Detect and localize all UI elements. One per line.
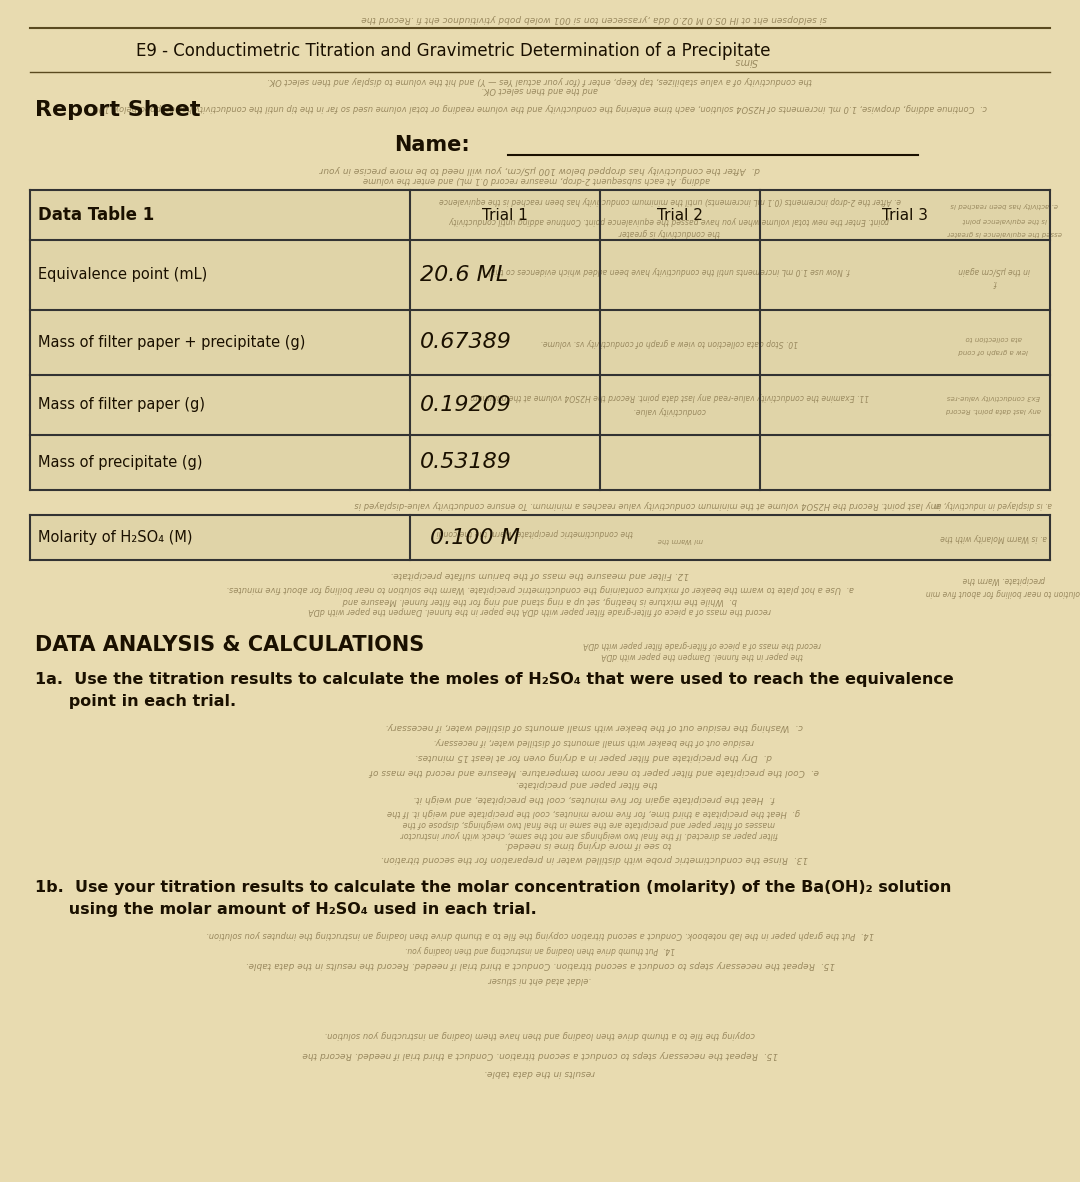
Text: any last point. Record the H2SO4 volume at the minimum conductivity value reache: any last point. Record the H2SO4 volume … — [354, 500, 942, 509]
Text: in the µS/cm again: in the µS/cm again — [958, 266, 1029, 274]
Text: 1a.  Use the titration results to calculate the moles of H₂SO₄ that were used to: 1a. Use the titration results to calcula… — [35, 673, 954, 687]
Text: masses of filter paper and precipitate are the same in the final two weighings, : masses of filter paper and precipitate a… — [403, 819, 785, 829]
Text: f.: f. — [991, 279, 996, 287]
Text: any last data point. Record: any last data point. Record — [946, 407, 1041, 413]
Text: 11. Examine the conductivity value-read any last data point. Record the H2SO4 vo: 11. Examine the conductivity value-read … — [470, 392, 869, 402]
Text: Equivalence point (mL): Equivalence point (mL) — [38, 267, 207, 282]
Text: c.  Continue adding, dropwise, 1.0 mL increments of H2SO4 solution, each time en: c. Continue adding, dropwise, 1.0 mL inc… — [93, 103, 987, 112]
Text: Sims: Sims — [734, 56, 758, 66]
Text: 15.  Repeat the necessary steps to conduct a second titration. Conduct a third t: 15. Repeat the necessary steps to conduc… — [302, 1050, 778, 1059]
Text: the conductivity is greater: the conductivity is greater — [619, 228, 720, 238]
Text: e.  Cool the precipitate and filter paper to near room temperature. Measure and : e. Cool the precipitate and filter paper… — [369, 767, 819, 777]
Text: to see if more drying time is needed.: to see if more drying time is needed. — [504, 840, 684, 849]
Text: conductivity value.: conductivity value. — [633, 405, 706, 415]
Text: point. Enter the new total volume when you have passed the equivalence point. Co: point. Enter the new total volume when y… — [449, 215, 890, 225]
Text: using the molar amount of H₂SO₄ used in each trial.: using the molar amount of H₂SO₄ used in … — [35, 902, 537, 917]
Text: copying the file to a thumb drive then loading and then have them loading an ins: copying the file to a thumb drive then l… — [325, 1030, 755, 1039]
Text: solution to near boiling for about five min: solution to near boiling for about five … — [926, 587, 1080, 597]
Text: Ex3 conductivity value-res: Ex3 conductivity value-res — [947, 394, 1040, 400]
Text: Report Sheet: Report Sheet — [35, 100, 201, 121]
Text: 15.  Repeat the necessary steps to conduct a second titration. Conduct a third t: 15. Repeat the necessary steps to conduc… — [245, 960, 835, 969]
Text: 0.100 M: 0.100 M — [430, 527, 519, 547]
Bar — [30, 515, 1050, 560]
Text: d.  After the conductivity has dropped below 100 µS/cm, you will need to be more: d. After the conductivity has dropped be… — [320, 165, 760, 174]
Text: DATA ANALYSIS & CALCULATIONS: DATA ANALYSIS & CALCULATIONS — [35, 635, 424, 655]
Text: is the equivalence point: is the equivalence point — [962, 217, 1047, 223]
Text: c.  Washing the residue out of the beaker with small amounts of distilled water,: c. Washing the residue out of the beaker… — [386, 722, 802, 730]
Text: 13.  Rinse the conductimetric probe with distilled water in preparation for the : 13. Rinse the conductimetric probe with … — [380, 855, 808, 863]
Text: f.  Heat the precipitate again for five minutes, cool the precipitate, and weigh: f. Heat the precipitate again for five m… — [414, 794, 774, 803]
Text: adding. At each subsequent 2-drop, measure record 0.1 mL) and enter the volume: adding. At each subsequent 2-drop, measu… — [363, 175, 717, 184]
Text: g.  Heat the precipitate a third time, for five more minutes, cool the precipita: g. Heat the precipitate a third time, fo… — [388, 808, 800, 817]
Text: e. After the 2-drop increments (0.1 mL increments) until the minimum conductivit: e. After the 2-drop increments (0.1 mL i… — [438, 195, 901, 204]
Text: 14.  Put thumb drive then loading an instructing and then loading you.: 14. Put thumb drive then loading an inst… — [405, 944, 675, 954]
Text: mi Warm the: mi Warm the — [658, 538, 703, 544]
Text: Molarity of H₂SO₄ (M): Molarity of H₂SO₄ (M) — [38, 530, 192, 545]
Text: the paper in the funnel. Dampen the paper with dDA: the paper in the funnel. Dampen the pape… — [602, 651, 802, 660]
Text: precipitate. Warm the: precipitate. Warm the — [962, 574, 1047, 584]
Text: Trial 3: Trial 3 — [882, 208, 928, 222]
Text: Name:: Name: — [394, 135, 470, 155]
Text: results in the data table.: results in the data table. — [485, 1069, 595, 1077]
Text: a.  Use a hot plate to warm the beaker of mixture containing the conductimetric : a. Use a hot plate to warm the beaker of… — [226, 584, 854, 593]
Text: 0.53189: 0.53189 — [420, 453, 512, 473]
Text: essed the equivalence is greater: essed the equivalence is greater — [947, 230, 1062, 236]
Text: 1b.  Use your titration results to calculate the molar concentration (molarity) : 1b. Use your titration results to calcul… — [35, 881, 951, 895]
Text: a. is Warm Molarity with the: a. is Warm Molarity with the — [941, 533, 1047, 543]
Text: 14.  Put the graph paper in the lab notebook. Conduct a second titration copying: 14. Put the graph paper in the lab noteb… — [206, 930, 874, 939]
Text: si seldopsen eht ot lH 0S.0 M 02.0 dda ,yrassecen ton si 001 woleb pobd ytivitiu: si seldopsen eht ot lH 0S.0 M 02.0 dda ,… — [361, 14, 827, 22]
Text: Trial 2: Trial 2 — [657, 208, 703, 222]
Text: .eldat atad eht ni stluser: .eldat atad eht ni stluser — [488, 975, 592, 983]
Text: Data Table 1: Data Table 1 — [38, 206, 154, 225]
Text: point in each trial.: point in each trial. — [35, 694, 237, 709]
Text: f. Now use 1.0 mL increments until the conductivity have been added which eviden: f. Now use 1.0 mL increments until the c… — [489, 266, 850, 274]
Text: 0.67389: 0.67389 — [420, 332, 512, 352]
Text: Mass of filter paper (g): Mass of filter paper (g) — [38, 397, 205, 413]
Text: 10. Stop data collection to view a graph of conductivity vs. volume.: 10. Stop data collection to view a graph… — [541, 338, 798, 348]
Text: Mass of filter paper + precipitate (g): Mass of filter paper + precipitate (g) — [38, 335, 306, 350]
Text: and the and then select OK.: and the and then select OK. — [482, 85, 598, 95]
Text: b.  While the mixture is heating, set up a ring stand and ring for the filter fu: b. While the mixture is heating, set up … — [342, 596, 738, 605]
Text: 12. Filter and measure the mass of the barium sulfate precipitate.: 12. Filter and measure the mass of the b… — [391, 570, 689, 579]
Text: the conductimetric precipitate. Warm the the condi: the conductimetric precipitate. Warm the… — [436, 528, 633, 537]
Text: filter paper as directed. If the final two weighings are not the same, check wit: filter paper as directed. If the final t… — [401, 830, 787, 839]
Text: 20.6 ML: 20.6 ML — [420, 265, 509, 285]
Text: e. activity has been reached is: e. activity has been reached is — [950, 202, 1058, 208]
Text: Trial 1: Trial 1 — [482, 208, 528, 222]
Text: the filter paper and precipitate.: the filter paper and precipitate. — [516, 779, 672, 788]
Text: the conductivity of a value stabilizes, tap Keep, enter f (for your actual Yes —: the conductivity of a value stabilizes, … — [268, 76, 812, 85]
Text: residue out of the beaker with small amounts of distilled water, if necessary.: residue out of the beaker with small amo… — [434, 738, 754, 746]
Text: Mass of precipitate (g): Mass of precipitate (g) — [38, 455, 203, 470]
Text: 0.19209: 0.19209 — [420, 395, 512, 415]
Bar — [30, 190, 1050, 491]
Text: a. is displayed in inductivity, in: a. is displayed in inductivity, in — [934, 500, 1053, 509]
Text: d.  Dry the precipitate and filter paper in a drying oven for at least 15 minute: d. Dry the precipitate and filter paper … — [416, 752, 772, 761]
Text: record the mass of a piece of filter-grade filter paper with dDA: record the mass of a piece of filter-gra… — [583, 639, 821, 649]
Text: record the mass of a piece of filter-grade filter paper with dDA the paper in th: record the mass of a piece of filter-gra… — [309, 606, 771, 615]
Text: ata collection to: ata collection to — [966, 335, 1022, 340]
Text: lew a graph of cond: lew a graph of cond — [959, 348, 1028, 353]
Text: E9 - Conductimetric Titration and Gravimetric Determination of a Precipitate: E9 - Conductimetric Titration and Gravim… — [136, 43, 771, 60]
